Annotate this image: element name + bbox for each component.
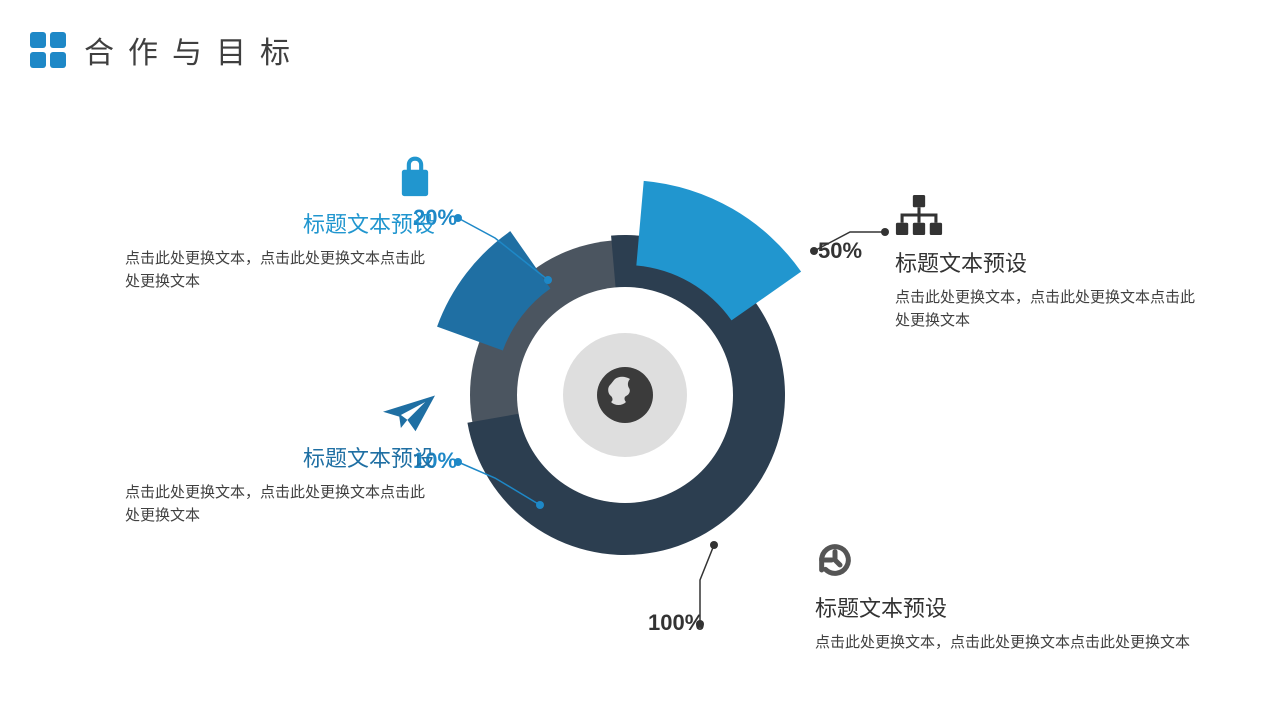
block-title: 标题文本预设: [815, 591, 1195, 623]
paper-plane-icon: [125, 395, 435, 435]
grid-icon: [30, 32, 66, 68]
page-title: 合作与目标: [84, 28, 304, 72]
lock-icon: [125, 155, 435, 201]
block-body: 点击此处更换文本，点击此处更换文本点击此处更换文本: [125, 247, 435, 294]
percent-50: 50%: [818, 238, 862, 264]
history-icon: [815, 540, 1195, 585]
block-body: 点击此处更换文本，点击此处更换文本点击此处更换文本: [815, 631, 1195, 654]
block-bottom-left: 标题文本预设 点击此处更换文本，点击此处更换文本点击此处更换文本: [125, 395, 435, 528]
block-title: 标题文本预设: [125, 207, 435, 239]
block-title: 标题文本预设: [125, 441, 435, 473]
percent-100: 100%: [648, 610, 704, 636]
radial-chart: [410, 180, 840, 610]
block-body: 点击此处更换文本，点击此处更换文本点击此处更换文本: [895, 286, 1205, 333]
block-title: 标题文本预设: [895, 246, 1205, 278]
org-chart-icon: [895, 195, 1205, 240]
slide-header: 合作与目标: [30, 28, 304, 72]
block-top-left: 标题文本预设 点击此处更换文本，点击此处更换文本点击此处更换文本: [125, 155, 435, 294]
block-body: 点击此处更换文本，点击此处更换文本点击此处更换文本: [125, 481, 435, 528]
block-top-right: 标题文本预设 点击此处更换文本，点击此处更换文本点击此处更换文本: [895, 195, 1205, 333]
block-bottom-right: 标题文本预设 点击此处更换文本，点击此处更换文本点击此处更换文本: [815, 540, 1195, 654]
slide: 合作与目标 20% 10% 50% 100% 标题文本预设 点击此处更换文本，点…: [0, 0, 1280, 720]
